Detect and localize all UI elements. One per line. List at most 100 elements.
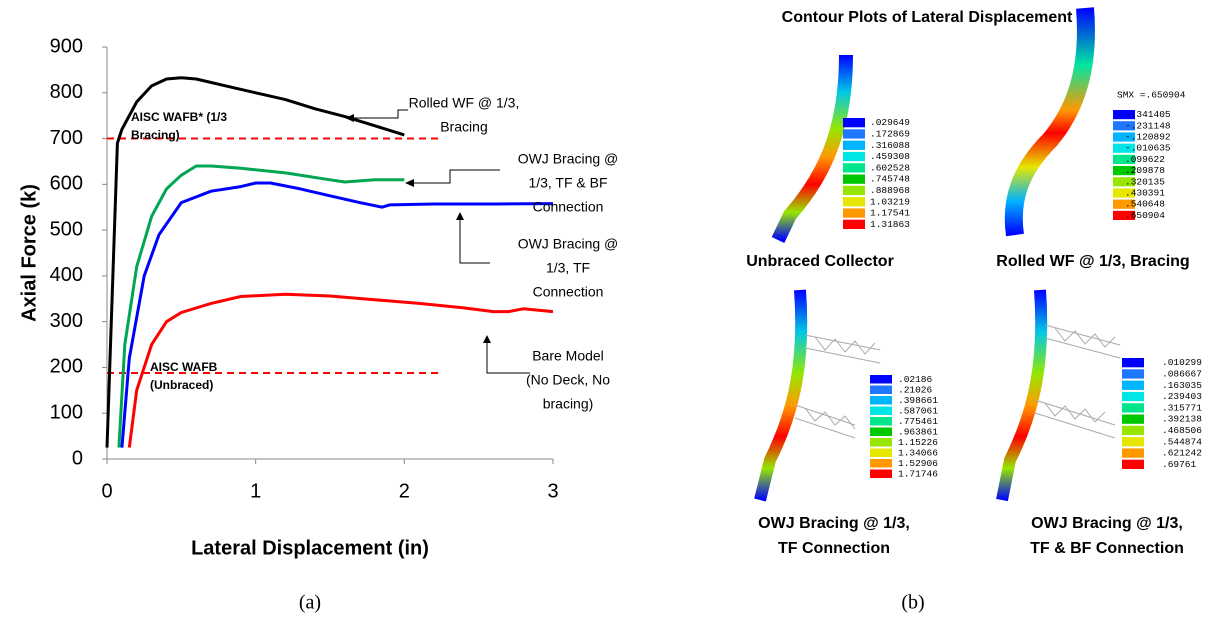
legend-swatch xyxy=(870,428,892,437)
caption: (a) xyxy=(299,592,321,614)
annotation: Bracing) xyxy=(131,128,180,142)
legend-value: .316088 xyxy=(870,140,910,151)
legend-swatch xyxy=(843,220,865,229)
legend-value: -.231148 xyxy=(1125,120,1171,131)
annotation: Rolled WF @ 1/3, xyxy=(409,95,520,111)
legend-value: 1.71746 xyxy=(898,468,938,479)
figure-b: Contour Plots of Lateral Displacement (b… xyxy=(746,8,1202,614)
legend-value: .69761 xyxy=(1162,459,1197,470)
legend-value: -.010635 xyxy=(1125,143,1171,154)
x-tick-label: 0 xyxy=(101,480,112,502)
x-tick-label: 2 xyxy=(399,480,410,502)
annotation: OWJ Bracing @ xyxy=(518,151,619,167)
y-tick-label: 900 xyxy=(50,35,83,57)
legend-value: .239403 xyxy=(1162,391,1202,402)
panel-label: TF & BF Connection xyxy=(1030,540,1184,557)
y-tick-label: 100 xyxy=(50,402,83,424)
arrow-head xyxy=(345,114,354,122)
legend-swatch xyxy=(1122,381,1144,390)
legend-swatch xyxy=(843,141,865,150)
legend-swatch xyxy=(843,208,865,217)
annotation: 1/3, TF & BF xyxy=(528,175,607,191)
legend-value: .099622 xyxy=(1125,154,1165,165)
arrow-head xyxy=(405,179,414,187)
legend-value: .172869 xyxy=(870,128,910,139)
legend-value: .621242 xyxy=(1162,448,1202,459)
legend-swatch xyxy=(870,470,892,479)
y-tick-label: 0 xyxy=(72,447,83,469)
panel-label: Rolled WF @ 1/3, Bracing xyxy=(996,253,1189,270)
legend-swatch xyxy=(1122,403,1144,412)
legend-value: .163035 xyxy=(1162,380,1202,391)
legend-value: .320135 xyxy=(1125,176,1165,187)
legend-value: .02186 xyxy=(898,374,933,385)
series-line xyxy=(119,166,404,448)
legend-value: -.341405 xyxy=(1125,109,1171,120)
panel-label: Unbraced Collector xyxy=(746,253,894,270)
legend-swatch xyxy=(843,152,865,161)
legend-value: 1.17541 xyxy=(870,208,910,219)
y-axis-title: Axial Force (k) xyxy=(18,184,40,322)
annotation: (No Deck, No xyxy=(526,372,610,388)
legend-value: .544874 xyxy=(1162,436,1202,447)
legend-value: .029649 xyxy=(870,117,910,128)
legend-swatch xyxy=(870,449,892,458)
legend-value: 1.52906 xyxy=(898,458,938,469)
legend-swatch xyxy=(870,417,892,426)
annotation: OWJ Bracing @ xyxy=(518,236,619,252)
legend-swatch xyxy=(843,118,865,127)
legend-swatch xyxy=(1122,448,1144,457)
x-tick-label: 3 xyxy=(547,480,558,502)
legend-swatch xyxy=(870,459,892,468)
x-tick-label: 1 xyxy=(250,480,261,502)
figure-b-title: Contour Plots of Lateral Displacement xyxy=(782,9,1073,26)
legend-swatch xyxy=(1122,358,1144,367)
legend-swatch xyxy=(843,197,865,206)
callout-line xyxy=(350,110,408,118)
legend-value: .468506 xyxy=(1162,425,1202,436)
legend-swatch xyxy=(870,407,892,416)
legend-value: .650904 xyxy=(1125,210,1165,221)
annotation: AISC WAFB* (1/3 xyxy=(131,110,227,124)
legend-value: -.120892 xyxy=(1125,132,1171,143)
legend-value: .209878 xyxy=(1125,165,1165,176)
beam xyxy=(760,290,801,500)
series-line xyxy=(122,183,553,448)
legend-value: 1.34066 xyxy=(898,447,938,458)
legend-value: .21026 xyxy=(898,384,933,395)
arrow-head xyxy=(456,212,464,220)
y-tick-label: 600 xyxy=(50,173,83,195)
legend-swatch xyxy=(1122,460,1144,469)
panel-label: TF Connection xyxy=(778,540,890,557)
panel-label: OWJ Bracing @ 1/3, xyxy=(1031,515,1183,532)
callout-line xyxy=(487,341,530,373)
legend-value: .430391 xyxy=(1125,188,1165,199)
legend-value: .086667 xyxy=(1162,368,1202,379)
x-axis-title: Lateral Displacement (in) xyxy=(191,537,429,559)
beam xyxy=(1014,8,1086,235)
y-tick-label: 700 xyxy=(50,127,83,149)
legend-swatch xyxy=(870,386,892,395)
chart-a: Lateral Displacement (in) Axial Force (k… xyxy=(18,35,618,613)
legend-value: .587061 xyxy=(898,405,938,416)
y-tick-label: 200 xyxy=(50,356,83,378)
legend-value: .540648 xyxy=(1125,199,1165,210)
legend-value: .315771 xyxy=(1162,402,1202,413)
legend-value: 1.15226 xyxy=(898,437,938,448)
arrow-head xyxy=(483,335,491,343)
legend-value: 1.31863 xyxy=(870,219,910,230)
annotation: Bare Model xyxy=(532,348,604,364)
legend-title: SMX =.650904 xyxy=(1117,90,1186,101)
legend-value: .398661 xyxy=(898,395,938,406)
legend-value: 1.03219 xyxy=(870,196,910,207)
legend-value: .775461 xyxy=(898,416,938,427)
legend-swatch xyxy=(1122,415,1144,424)
annotation: (Unbraced) xyxy=(150,378,213,392)
panel-label: OWJ Bracing @ 1/3, xyxy=(758,515,910,532)
legend-value: .010299 xyxy=(1162,357,1202,368)
callout-line xyxy=(460,218,490,263)
beam xyxy=(1002,290,1041,500)
legend-swatch xyxy=(843,129,865,138)
annotation: Connection xyxy=(533,284,604,300)
legend-value: .459308 xyxy=(870,151,910,162)
